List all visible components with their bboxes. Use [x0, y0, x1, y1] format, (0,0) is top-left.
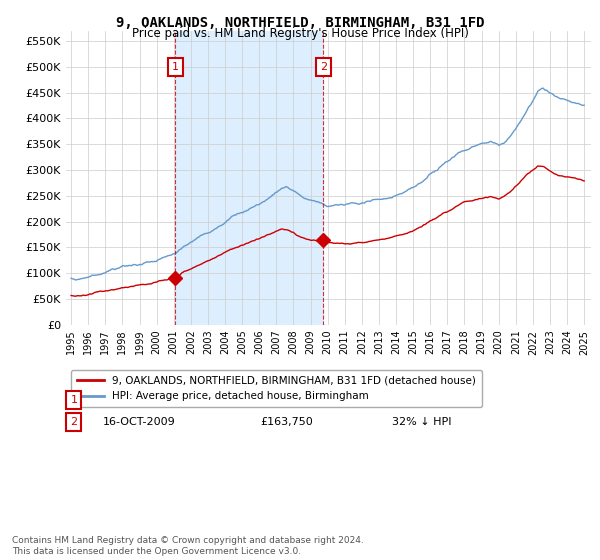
Text: 02-FEB-2001: 02-FEB-2001: [103, 395, 174, 405]
Text: 32% ↓ HPI: 32% ↓ HPI: [392, 395, 451, 405]
Text: 16-OCT-2009: 16-OCT-2009: [103, 417, 176, 427]
Text: £91,000: £91,000: [260, 395, 306, 405]
Bar: [175, 31, 323, 325]
Legend: 9, OAKLANDS, NORTHFIELD, BIRMINGHAM, B31 1FD (detached house), HPI: Average pric: 9, OAKLANDS, NORTHFIELD, BIRMINGHAM, B31…: [71, 370, 482, 408]
Text: 1: 1: [70, 395, 77, 405]
Text: 1: 1: [172, 62, 179, 72]
Text: 32% ↓ HPI: 32% ↓ HPI: [392, 417, 451, 427]
Text: Price paid vs. HM Land Registry's House Price Index (HPI): Price paid vs. HM Land Registry's House …: [131, 27, 469, 40]
Text: 2: 2: [320, 62, 327, 72]
Text: 9, OAKLANDS, NORTHFIELD, BIRMINGHAM, B31 1FD: 9, OAKLANDS, NORTHFIELD, BIRMINGHAM, B31…: [116, 16, 484, 30]
Text: £163,750: £163,750: [260, 417, 313, 427]
Text: 2: 2: [70, 417, 77, 427]
Text: Contains HM Land Registry data © Crown copyright and database right 2024.
This d: Contains HM Land Registry data © Crown c…: [12, 536, 364, 556]
